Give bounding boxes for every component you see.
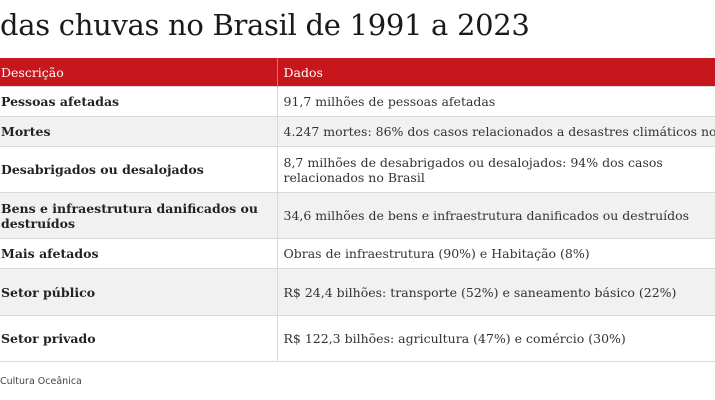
row-value: 4.247 mortes: 86% dos casos relacionados… bbox=[277, 116, 715, 147]
row-value: 91,7 milhões de pessoas afetadas bbox=[277, 86, 715, 117]
table-row: Mais afetados Obras de infraestrutura (9… bbox=[0, 238, 715, 269]
row-label: Setor público bbox=[0, 268, 278, 316]
column-header-data: Dados bbox=[277, 58, 715, 87]
row-label: Desabrigados ou desalojados bbox=[0, 146, 278, 193]
table-header-row: Descrição Dados bbox=[0, 58, 715, 87]
row-label: Setor privado bbox=[0, 315, 278, 362]
row-value: R$ 24,4 bilhões: transporte (52%) e sane… bbox=[277, 268, 715, 316]
table-row: Mortes 4.247 mortes: 86% dos casos relac… bbox=[0, 116, 715, 147]
source-credit: Cultura Oceânica bbox=[0, 376, 82, 387]
table-row: Bens e infraestrutura danificados ou des… bbox=[0, 192, 715, 239]
table-row: Setor privado R$ 122,3 bilhões: agricult… bbox=[0, 315, 715, 362]
row-value: Obras de infraestrutura (90%) e Habitaçã… bbox=[277, 238, 715, 269]
row-value: 34,6 milhões de bens e infraestrutura da… bbox=[277, 192, 715, 239]
row-value: R$ 122,3 bilhões: agricultura (47%) e co… bbox=[277, 315, 715, 362]
column-header-description: Descrição bbox=[0, 58, 278, 87]
row-label: Mais afetados bbox=[0, 238, 278, 269]
data-table: Descrição Dados Pessoas afetadas 91,7 mi… bbox=[0, 58, 715, 362]
page-title: das chuvas no Brasil de 1991 a 2023 bbox=[0, 8, 530, 42]
table-row: Desabrigados ou desalojados 8,7 milhões … bbox=[0, 146, 715, 193]
row-label: Pessoas afetadas bbox=[0, 86, 278, 117]
row-label: Bens e infraestrutura danificados ou des… bbox=[0, 192, 278, 239]
row-value: 8,7 milhões de desabrigados ou desalojad… bbox=[277, 146, 715, 193]
table-row: Setor público R$ 24,4 bilhões: transport… bbox=[0, 268, 715, 316]
table-row: Pessoas afetadas 91,7 milhões de pessoas… bbox=[0, 86, 715, 117]
row-label: Mortes bbox=[0, 116, 278, 147]
